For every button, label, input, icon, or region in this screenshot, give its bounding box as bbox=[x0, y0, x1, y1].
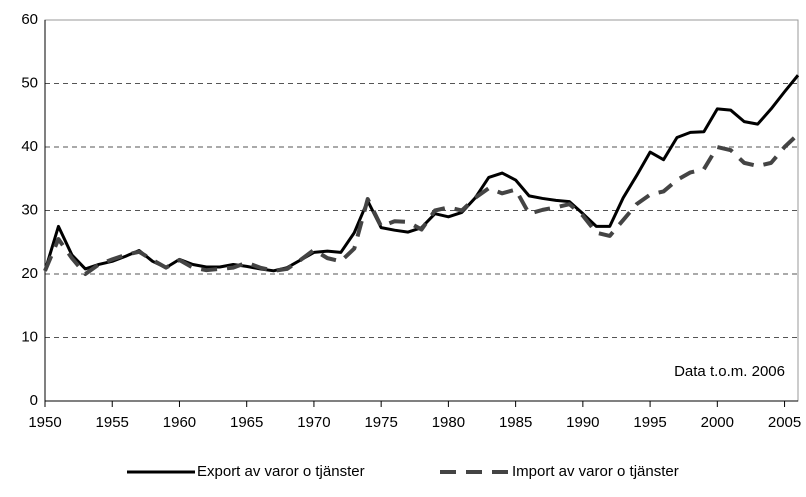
annotation: Data t.o.m. 2006 bbox=[674, 363, 785, 380]
series-line bbox=[43, 132, 800, 276]
legend-label: Export av varor o tjänster bbox=[197, 463, 365, 480]
y-tick-label: 40 bbox=[21, 138, 38, 155]
x-tick-label: 1990 bbox=[566, 414, 599, 431]
x-tick-label: 1985 bbox=[499, 414, 532, 431]
legend-label: Import av varor o tjänster bbox=[512, 463, 679, 480]
x-tick-label: 2000 bbox=[701, 414, 734, 431]
y-tick-label: 50 bbox=[21, 74, 38, 91]
x-tick-label: 1955 bbox=[96, 414, 129, 431]
y-tick-label: 0 bbox=[30, 392, 38, 409]
y-tick-label: 20 bbox=[21, 265, 38, 282]
x-tick-label: 1975 bbox=[364, 414, 397, 431]
y-tick-label: 10 bbox=[21, 328, 38, 345]
x-tick-label: 1970 bbox=[297, 414, 330, 431]
y-tick-label: 60 bbox=[21, 11, 38, 28]
x-tick-label: 1980 bbox=[432, 414, 465, 431]
x-tick-label: 1950 bbox=[28, 414, 61, 431]
series-line bbox=[43, 74, 800, 273]
x-tick-label: 1965 bbox=[230, 414, 263, 431]
y-tick-label: 30 bbox=[21, 201, 38, 218]
x-tick-label: 2005 bbox=[768, 414, 801, 431]
x-tick-label: 1960 bbox=[163, 414, 196, 431]
x-tick-label: 1995 bbox=[633, 414, 666, 431]
